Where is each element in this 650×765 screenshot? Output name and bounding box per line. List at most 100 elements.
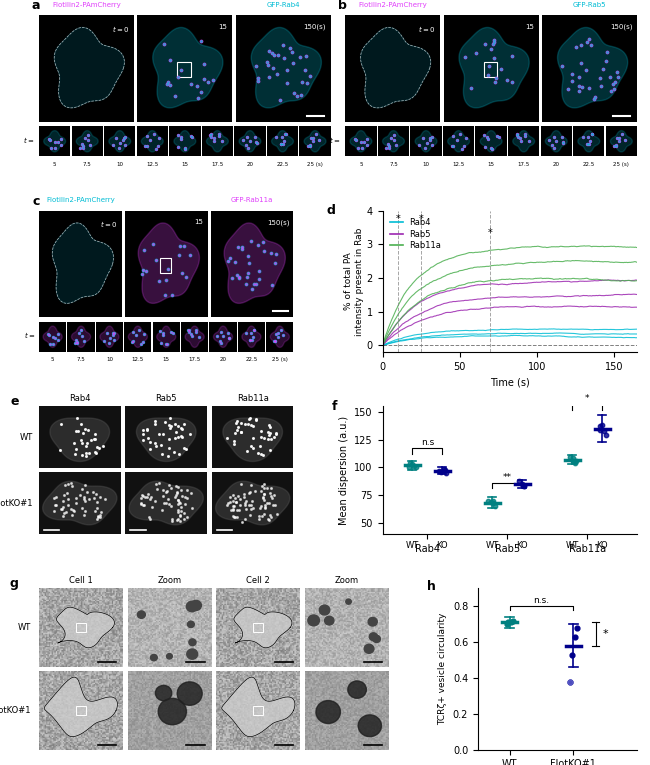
Point (248, 230, 258, 243)
Point (610, 72, 621, 84)
Point (242, 256, 252, 268)
Point (168, 327, 178, 339)
Point (142, 487, 153, 500)
Point (483, 495, 493, 507)
Point (244, 509, 255, 521)
Point (549, 131, 559, 143)
Point (512, 129, 522, 141)
Text: KO: KO (437, 541, 448, 550)
Point (260, 40, 270, 52)
Point (183, 324, 194, 337)
Bar (254, 623, 263, 632)
Text: e: e (10, 396, 19, 408)
Point (246, 419, 257, 431)
Polygon shape (185, 326, 204, 347)
Point (168, 65, 179, 77)
X-axis label: Time (s): Time (s) (490, 377, 530, 387)
Point (520, 128, 530, 140)
Point (161, 67, 171, 80)
Point (200, 71, 211, 83)
Point (510, 58, 521, 70)
Polygon shape (272, 131, 293, 152)
Point (240, 418, 250, 431)
Text: b: b (338, 0, 346, 12)
Text: FlotKO#1: FlotKO#1 (0, 499, 32, 507)
Point (250, 413, 261, 425)
Point (265, 237, 275, 249)
Point (248, 275, 258, 288)
Point (147, 500, 157, 513)
Point (50, 142, 60, 155)
Point (565, 675, 575, 688)
Point (249, 324, 259, 336)
Point (115, 136, 125, 148)
Point (145, 442, 155, 454)
Point (98, 334, 109, 347)
Point (384, 140, 395, 152)
Point (172, 129, 183, 142)
Point (146, 491, 156, 503)
Point (265, 511, 276, 523)
Point (77, 142, 88, 154)
Point (53, 334, 63, 347)
Point (149, 128, 159, 140)
Point (503, 617, 514, 629)
Point (186, 327, 196, 340)
Polygon shape (50, 418, 110, 461)
Point (597, 90, 608, 102)
Point (600, 68, 610, 80)
Point (599, 425, 610, 437)
Point (162, 255, 173, 267)
Point (161, 70, 172, 83)
Point (191, 324, 202, 336)
Point (567, 455, 578, 467)
Point (549, 142, 559, 154)
Text: 20: 20 (220, 357, 227, 363)
Point (62, 498, 73, 510)
Point (356, 136, 367, 148)
Point (155, 439, 166, 451)
Point (577, 86, 588, 98)
Polygon shape (361, 28, 431, 108)
Text: 5: 5 (359, 162, 363, 167)
Point (55, 444, 65, 456)
Point (271, 327, 281, 340)
Point (290, 66, 300, 78)
Point (53, 328, 63, 340)
Point (45, 338, 55, 350)
Point (573, 62, 584, 74)
Point (244, 499, 254, 511)
Point (139, 499, 150, 511)
Point (49, 136, 60, 148)
Point (558, 136, 568, 148)
Point (440, 464, 450, 476)
Point (72, 337, 83, 350)
Point (77, 138, 87, 151)
Point (140, 140, 151, 152)
Text: $t = 0$: $t = 0$ (418, 24, 436, 34)
Point (268, 488, 279, 500)
Point (233, 232, 243, 244)
Point (246, 334, 257, 346)
Point (414, 139, 424, 151)
Point (159, 497, 169, 509)
Point (503, 63, 514, 75)
Point (131, 329, 141, 341)
Circle shape (155, 685, 172, 701)
Text: WT: WT (18, 623, 31, 632)
Point (231, 425, 242, 437)
Point (166, 326, 176, 338)
Point (479, 70, 489, 83)
Point (584, 138, 594, 151)
Polygon shape (383, 131, 404, 152)
Point (270, 334, 280, 347)
Point (63, 477, 73, 490)
Point (285, 60, 295, 72)
Text: 10: 10 (106, 357, 113, 363)
Point (594, 34, 604, 47)
Point (206, 131, 216, 143)
Point (241, 327, 252, 339)
Point (480, 141, 490, 153)
Point (184, 326, 194, 338)
Point (214, 334, 225, 347)
